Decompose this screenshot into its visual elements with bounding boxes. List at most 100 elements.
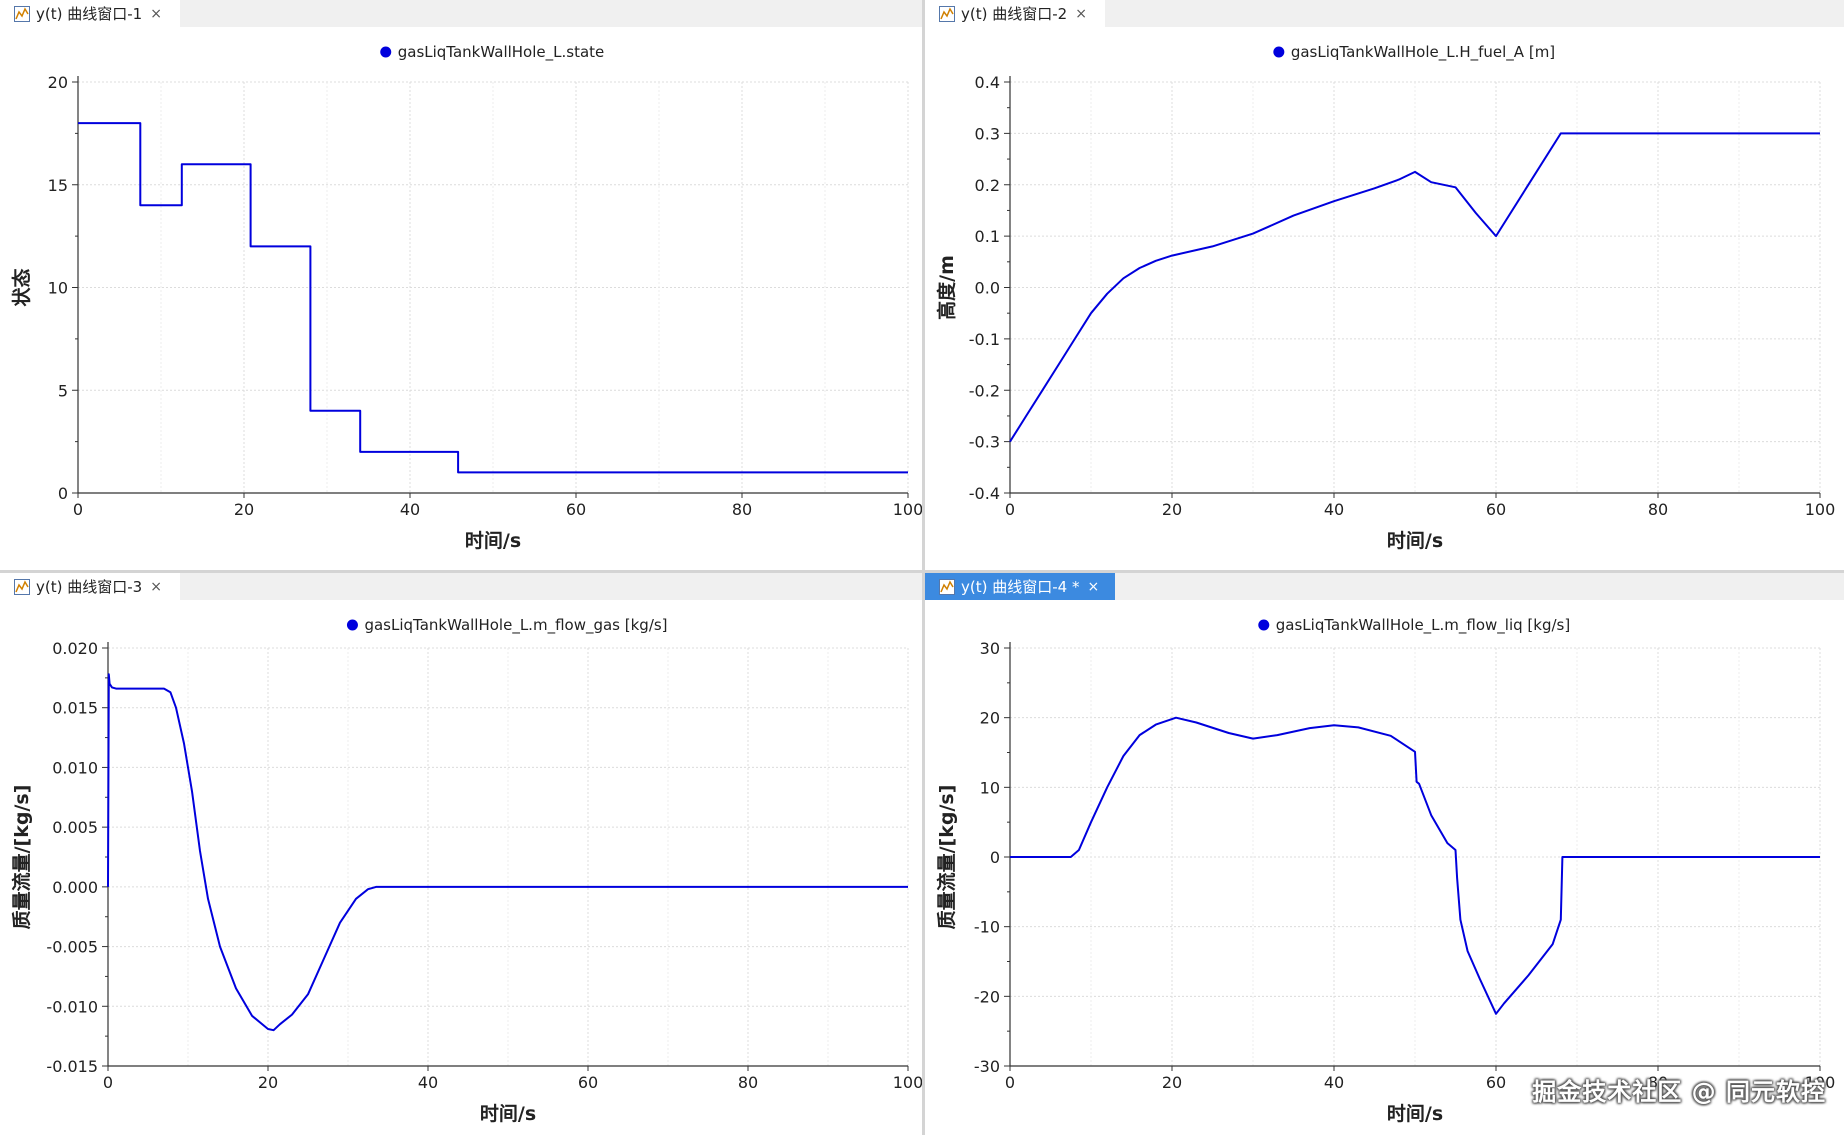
close-icon[interactable]: × <box>150 578 162 595</box>
plot-pane-1: y(t) 曲线窗口-1 × 0 20 40 60 80 100 0 5 10 15 20 gasLiq… <box>0 0 922 570</box>
y-axis-label: 质量流量/[kg/s] <box>10 785 33 930</box>
series-line <box>107 673 908 1032</box>
x-tick-label: 60 <box>578 1073 598 1092</box>
tab-bar: y(t) 曲线窗口-3 × <box>0 573 922 600</box>
tab-title: y(t) 曲线窗口-3 <box>36 578 143 596</box>
y-tick-label: -0.010 <box>46 997 98 1016</box>
legend-marker <box>346 619 358 631</box>
y-tick-label: -0.2 <box>969 381 1000 400</box>
tab-curve-window-4[interactable]: y(t) 曲线窗口-4 * × <box>925 573 1115 600</box>
series-line <box>1010 716 1820 1015</box>
legend-marker <box>1273 46 1285 58</box>
plot-icon <box>14 578 30 595</box>
legend-marker <box>1258 619 1270 631</box>
x-tick-label: 40 <box>400 500 420 519</box>
x-tick-label: 100 <box>1805 1073 1836 1092</box>
chart-3: 0 20 40 60 80 100 -0.015 -0.010 -0.005 0.000 0.005… <box>10 616 922 1125</box>
y-axis-label: 质量流量/[kg/s] <box>935 785 958 930</box>
x-tick-label: 20 <box>234 500 254 519</box>
y-tick-label: -20 <box>974 987 1000 1006</box>
x-tick-label: 80 <box>1648 500 1668 519</box>
legend-label: gasLiqTankWallHole_L.H_fuel_A [m] <box>1291 43 1555 62</box>
y-tick-label: 0.2 <box>975 176 1000 195</box>
x-tick-label: 40 <box>418 1073 438 1092</box>
x-tick-label: 80 <box>1648 1073 1668 1092</box>
tab-title: y(t) 曲线窗口-1 <box>36 5 143 23</box>
close-icon[interactable]: × <box>1087 578 1100 595</box>
x-tick-label: 80 <box>738 1073 758 1092</box>
x-tick-label: 20 <box>1162 1073 1182 1092</box>
tab-bar: y(t) 曲线窗口-4 * × <box>925 573 1844 600</box>
x-tick-label: 60 <box>1486 500 1506 519</box>
x-tick-label: 60 <box>1486 1073 1506 1092</box>
y-tick-label: -0.1 <box>969 330 1000 349</box>
y-tick-label: 0.015 <box>52 699 98 718</box>
y-tick-label: -10 <box>974 918 1000 937</box>
x-tick-label: 0 <box>1005 500 1015 519</box>
legend-label: gasLiqTankWallHole_L.state <box>398 43 605 62</box>
chart-4: 0 20 40 60 80 100 -30 -20 -10 0 10 20 30 gasLiqTankWa… <box>935 616 1836 1125</box>
tab-title: y(t) 曲线窗口-2 <box>961 5 1068 23</box>
vertical-splitter[interactable] <box>922 0 925 1135</box>
chart-1: 0 20 40 60 80 100 0 5 10 15 20 gasLiqTankWallHole_L… <box>10 43 922 552</box>
plot-pane-2: y(t) 曲线窗口-2 × 0 20 40 60 80 100 -0.4 -0.3 -0.2 -0… <box>925 0 1844 570</box>
x-tick-label: 100 <box>1805 500 1836 519</box>
x-axis-label: 时间/s <box>1387 530 1443 552</box>
close-icon[interactable]: × <box>150 5 162 22</box>
plot-icon <box>939 578 955 595</box>
x-tick-label: 100 <box>893 1073 922 1092</box>
y-tick-label: 20 <box>48 73 68 92</box>
x-axis-label: 时间/s <box>480 1103 536 1125</box>
y-tick-label: -0.015 <box>46 1057 98 1076</box>
plot-pane-3: y(t) 曲线窗口-3 × 0 20 40 60 80 100 -0.015 -0.010 -0… <box>0 573 922 1135</box>
tab-curve-window-2[interactable]: y(t) 曲线窗口-2 × <box>925 0 1105 27</box>
x-tick-label: 60 <box>566 500 586 519</box>
y-tick-label: 0.010 <box>52 758 98 777</box>
y-tick-label: 10 <box>48 279 68 298</box>
y-tick-label: 0.4 <box>975 73 1000 92</box>
horizontal-splitter[interactable] <box>0 570 1844 573</box>
plot-icon <box>939 5 955 22</box>
x-tick-label: 80 <box>732 500 752 519</box>
tab-bar: y(t) 曲线窗口-1 × <box>0 0 922 27</box>
x-tick-label: 40 <box>1324 1073 1344 1092</box>
y-tick-label: 0 <box>990 848 1000 867</box>
y-tick-label: 0.3 <box>975 124 1000 143</box>
y-tick-label: 15 <box>48 176 68 195</box>
x-tick-label: 20 <box>1162 500 1182 519</box>
close-icon[interactable]: × <box>1075 5 1087 22</box>
series-line <box>1009 132 1820 443</box>
legend-label: gasLiqTankWallHole_L.m_flow_liq [kg/s] <box>1276 616 1570 635</box>
y-tick-label: 0 <box>58 484 68 503</box>
x-tick-label: 0 <box>103 1073 113 1092</box>
watermark: 掘金技术社区 @ 同元软控 <box>1532 1078 1826 1106</box>
y-tick-label: 10 <box>980 778 1000 797</box>
x-tick-label: 100 <box>893 500 922 519</box>
x-tick-label: 0 <box>1005 1073 1015 1092</box>
y-tick-label: 0.020 <box>52 639 98 658</box>
x-tick-label: 0 <box>73 500 83 519</box>
x-axis-label: 时间/s <box>1387 1103 1443 1125</box>
tab-title: y(t) 曲线窗口-4 * <box>961 578 1080 596</box>
plot-pane-4: y(t) 曲线窗口-4 * × 0 20 40 60 80 100 -30 -20 -10 0 10… <box>925 573 1844 1135</box>
y-tick-label: -0.005 <box>46 938 98 957</box>
y-tick-label: 0.005 <box>52 818 98 837</box>
x-axis-label: 时间/s <box>465 530 521 552</box>
y-tick-label: 0.1 <box>975 227 1000 246</box>
legend-label: gasLiqTankWallHole_L.m_flow_gas [kg/s] <box>364 616 667 635</box>
y-tick-label: 30 <box>980 639 1000 658</box>
y-axis-label: 高度/m <box>935 255 958 320</box>
series-line <box>78 122 908 474</box>
y-tick-label: 0.000 <box>52 878 98 897</box>
chart-2: 0 20 40 60 80 100 -0.4 -0.3 -0.2 -0.1 0.0 0.1 0.2 0.3… <box>935 43 1836 552</box>
y-tick-label: -30 <box>974 1057 1000 1076</box>
y-tick-label: -0.4 <box>969 484 1000 503</box>
legend-marker <box>380 46 392 58</box>
y-tick-label: -0.3 <box>969 433 1000 452</box>
y-axis-label: 状态 <box>10 268 33 306</box>
tab-curve-window-1[interactable]: y(t) 曲线窗口-1 × <box>0 0 180 27</box>
tab-curve-window-3[interactable]: y(t) 曲线窗口-3 × <box>0 573 180 600</box>
tab-bar: y(t) 曲线窗口-2 × <box>925 0 1844 27</box>
y-tick-label: 5 <box>58 381 68 400</box>
y-tick-label: 0.0 <box>975 279 1000 298</box>
